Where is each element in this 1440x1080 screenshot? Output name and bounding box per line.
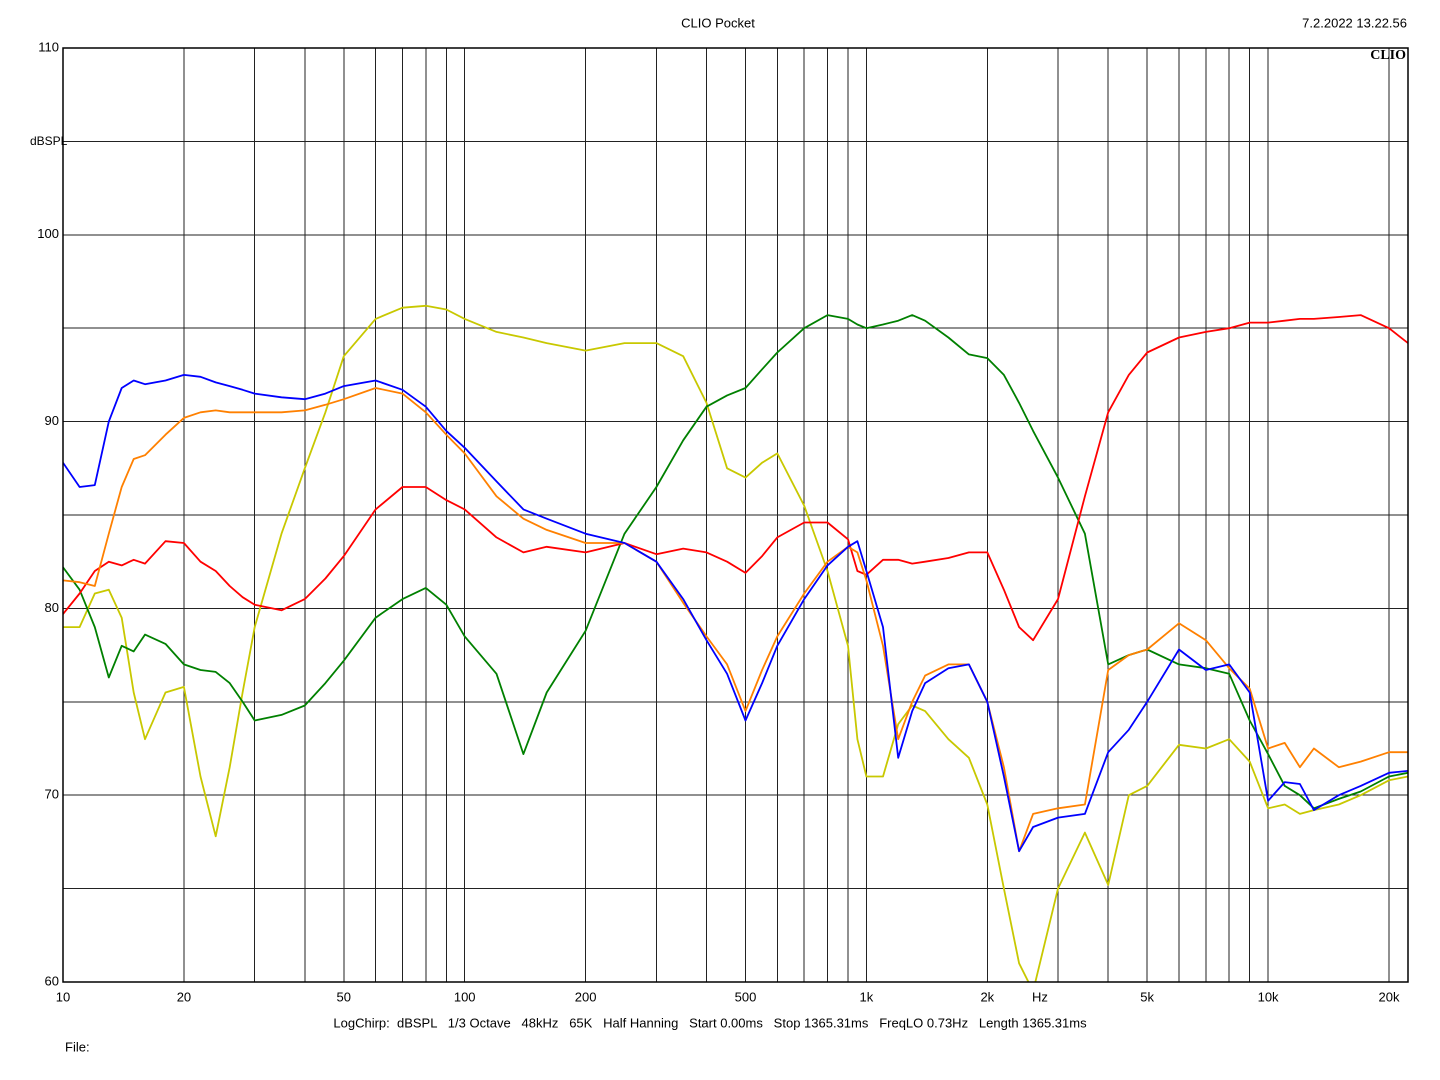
x-tick-label: 100	[454, 989, 476, 1004]
x-tick-label: 500	[735, 989, 757, 1004]
y-tick-label: 100	[37, 226, 59, 241]
x-axis-label: Hz	[1032, 989, 1048, 1004]
response-curve	[63, 374, 1408, 853]
response-curve	[63, 304, 1408, 982]
logo: CLIO	[1370, 48, 1406, 63]
y-tick-label: 90	[45, 413, 59, 428]
y-tick-label: 80	[45, 600, 59, 615]
chart-title: CLIO Pocket	[681, 15, 755, 30]
response-curve	[63, 314, 1408, 642]
y-tick-label: 70	[45, 787, 59, 802]
footer: LogChirp: dBSPL 1/3 Octave 48kHz 65K Hal…	[333, 1015, 1087, 1030]
plot-frame	[62, 47, 1409, 983]
x-tick-label: 200	[575, 989, 597, 1004]
y-axis-label: dBSPL	[30, 134, 68, 148]
x-tick-label: 50	[337, 989, 351, 1004]
response-curve	[63, 387, 1408, 853]
x-tick-label: 5k	[1140, 989, 1154, 1004]
x-tick-label: 2k	[980, 989, 994, 1004]
response-curve	[63, 314, 1408, 810]
file-label: File:	[65, 1039, 90, 1054]
x-tick-label: 10	[56, 989, 70, 1004]
x-tick-label: 1k	[860, 989, 874, 1004]
x-tick-label: 20k	[1379, 989, 1400, 1004]
x-tick-label: 20	[177, 989, 191, 1004]
y-tick-label: 110	[38, 39, 59, 54]
timestamp: 7.2.2022 13.22.56	[1302, 15, 1407, 30]
x-tick-label: 10k	[1258, 989, 1279, 1004]
y-tick-label: 60	[45, 973, 59, 988]
curves	[63, 304, 1408, 982]
